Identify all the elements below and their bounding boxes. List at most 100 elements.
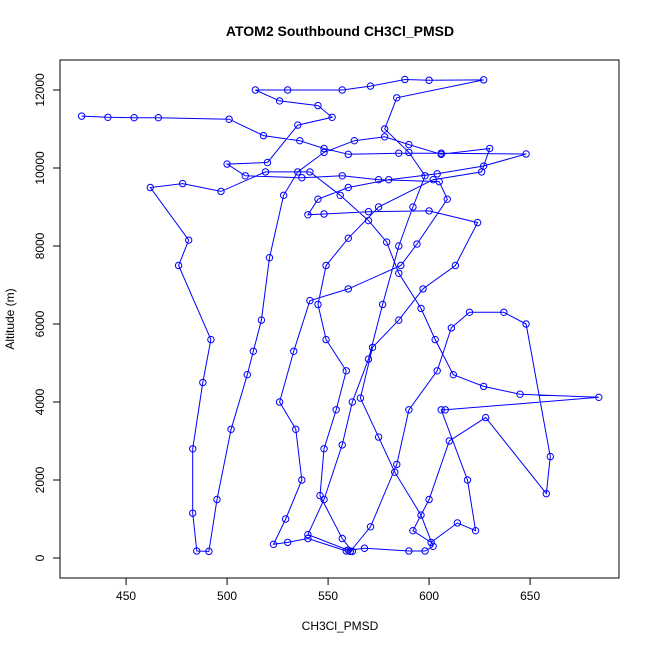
data-point	[344, 234, 352, 242]
y-tick-label: 4000	[33, 388, 47, 415]
data-point	[443, 195, 451, 203]
data-point	[465, 308, 474, 316]
data-point	[281, 515, 290, 523]
data-point	[421, 547, 429, 555]
data-point	[283, 86, 292, 94]
data-point	[189, 509, 197, 517]
data-point	[328, 113, 336, 121]
data-point	[393, 460, 401, 469]
data-point	[413, 240, 421, 248]
data-point	[368, 343, 377, 352]
data-line	[81, 78, 599, 552]
data-point	[405, 148, 413, 157]
x-tick-label: 650	[520, 589, 540, 603]
data-point	[378, 300, 387, 309]
data-point	[421, 172, 429, 180]
data-point	[380, 133, 389, 141]
data-point	[320, 148, 328, 157]
data-point	[427, 538, 435, 547]
data-point	[437, 150, 445, 159]
x-axis-label: CH3Cl_PMSD	[302, 619, 379, 633]
data-point	[261, 168, 270, 176]
data-point	[243, 370, 251, 379]
data-point	[364, 207, 373, 216]
plot-frame	[59, 59, 620, 579]
x-tick-label: 450	[116, 589, 136, 603]
data-point	[146, 183, 155, 192]
data-point	[477, 168, 486, 176]
data-point	[364, 216, 373, 225]
x-tick-label: 600	[419, 589, 439, 603]
data-point	[320, 445, 328, 453]
data-point	[431, 335, 439, 344]
data-point	[522, 320, 530, 328]
data-point	[449, 370, 458, 379]
x-tick-label: 550	[318, 589, 338, 603]
data-point	[425, 76, 433, 84]
y-axis-label: Altitude (m)	[3, 288, 17, 349]
y-tick-label: 0	[33, 554, 47, 561]
data-point	[292, 425, 300, 433]
data-point	[374, 203, 383, 211]
y-tick-label: 2000	[33, 466, 47, 493]
data-point	[223, 160, 231, 168]
data-point	[265, 253, 274, 262]
data-point	[257, 316, 266, 324]
data-point	[486, 144, 494, 153]
data-point	[429, 175, 437, 184]
data-point	[207, 335, 215, 344]
data-point	[275, 398, 284, 406]
data-point	[463, 476, 472, 484]
data-point	[320, 495, 328, 504]
data-point	[366, 523, 375, 531]
data-point	[425, 207, 433, 215]
data-point	[283, 538, 292, 547]
data-point	[500, 308, 508, 316]
y-tick-label: 12000	[33, 73, 47, 107]
data-point	[314, 195, 322, 203]
data-point	[199, 378, 207, 387]
data-point	[338, 86, 346, 94]
data-point	[433, 367, 441, 375]
data-point	[294, 121, 302, 129]
data-point	[322, 261, 330, 270]
data-point	[453, 519, 462, 527]
x-tick-label: 500	[217, 589, 237, 603]
data-point	[350, 136, 359, 145]
data-point	[542, 489, 550, 498]
data-point	[154, 113, 163, 122]
data-point	[227, 425, 235, 433]
data-point	[338, 534, 346, 543]
data-point	[346, 547, 355, 556]
data-point	[249, 347, 258, 355]
data-point	[366, 82, 375, 90]
data-point	[314, 300, 322, 309]
data-point	[445, 437, 453, 445]
data-point	[77, 112, 86, 120]
data-point	[104, 113, 112, 121]
data-point	[395, 242, 403, 250]
data-point	[409, 203, 417, 211]
data-point	[342, 367, 350, 375]
data-point	[336, 191, 344, 199]
data-point	[320, 210, 328, 218]
data-point	[205, 547, 213, 556]
data-point	[225, 115, 233, 123]
data-point	[304, 211, 312, 219]
data-point	[401, 75, 409, 84]
data-point	[348, 547, 357, 556]
data-point	[298, 476, 306, 484]
data-point	[479, 382, 488, 391]
data-point	[338, 172, 346, 180]
data-point	[374, 433, 383, 441]
data-point	[516, 390, 524, 398]
chart-title: ATOM2 Southbound CH3Cl_PMSD	[226, 23, 454, 39]
data-point	[275, 97, 284, 105]
data-point	[441, 406, 449, 414]
data-point	[471, 526, 480, 535]
data-point	[213, 495, 221, 504]
data-point	[429, 542, 437, 550]
data-point	[344, 285, 352, 293]
y-tick-label: 8000	[33, 232, 47, 259]
